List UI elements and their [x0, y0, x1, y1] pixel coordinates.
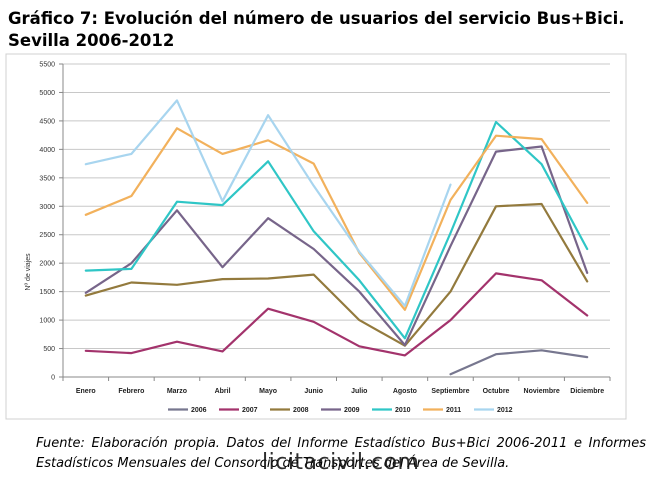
- series-line-2008: [84, 202, 589, 347]
- series-lines: [84, 99, 589, 376]
- series-line-2011: [84, 127, 589, 311]
- x-tick-label: Marzo: [167, 388, 187, 395]
- y-tick-label: 4500: [39, 118, 55, 125]
- legend-label-2012: 2012: [497, 407, 513, 414]
- axes: [59, 63, 611, 381]
- y-tick-label: 2000: [39, 261, 55, 268]
- y-tick-label: 2500: [39, 232, 55, 239]
- x-tick-label: Septiembre: [431, 388, 469, 395]
- line-chart: 0 500 1000 1500 2000 2500 3000 3500 4000 4500 5000…: [5, 53, 627, 420]
- y-tick-label: 3000: [39, 204, 55, 211]
- source-caption: Fuente: Elaboración propia. Datos del In…: [36, 436, 646, 471]
- x-tick-label: Octubre: [483, 388, 510, 395]
- series-line-2012: [84, 99, 452, 307]
- x-tick-label: Julio: [351, 388, 367, 395]
- x-tick-label: Febrero: [118, 388, 144, 395]
- y-tick-label: 1500: [39, 289, 55, 296]
- series-line-2009: [84, 145, 589, 347]
- x-tick-label: Enero: [76, 388, 96, 395]
- x-tick-label: Abril: [215, 388, 231, 395]
- legend-label-2011: 2011: [446, 407, 461, 414]
- x-tick-label: Junio: [304, 388, 323, 395]
- chart-frame: [5, 53, 627, 420]
- y-tick-label: 5000: [39, 90, 55, 97]
- legend-label-2010: 2010: [395, 407, 411, 414]
- legend-label-2006: 2006: [191, 407, 207, 414]
- series-line-2010: [84, 120, 589, 340]
- legend-label-2008: 2008: [293, 407, 309, 414]
- x-tick-labels: Enero Febrero Marzo Abril Mayo Junio Julio Agos…: [76, 388, 604, 395]
- y-tick-label: 4000: [39, 147, 55, 154]
- chart-title: Gráfico 7: Evolución del número de usuar…: [8, 9, 625, 50]
- x-tick-label: Noviembre: [524, 388, 560, 395]
- y-tick-label: 500: [43, 346, 55, 353]
- watermark: licitacivil.com: [262, 450, 420, 475]
- legend: 2006 2007 2008 2009 2010 2011 2012: [168, 407, 513, 414]
- x-tick-label: Agosto: [393, 388, 417, 395]
- y-tick-label: 0: [51, 375, 55, 382]
- y-axis-label: Nº de viajes: [25, 253, 32, 291]
- legend-label-2007: 2007: [242, 407, 258, 414]
- x-tick-label: Mayo: [259, 388, 277, 395]
- y-tick-label: 3500: [39, 175, 55, 182]
- x-tick-label: Diciembre: [570, 388, 604, 395]
- y-tick-label: 1000: [39, 318, 55, 325]
- series-line-2006: [449, 349, 589, 376]
- y-tick-labels: 0 500 1000 1500 2000 2500 3000 3500 4000 4500 5000…: [39, 62, 55, 382]
- y-tick-label: 5500: [39, 62, 55, 69]
- series-line-2007: [84, 272, 589, 357]
- legend-label-2009: 2009: [344, 407, 360, 414]
